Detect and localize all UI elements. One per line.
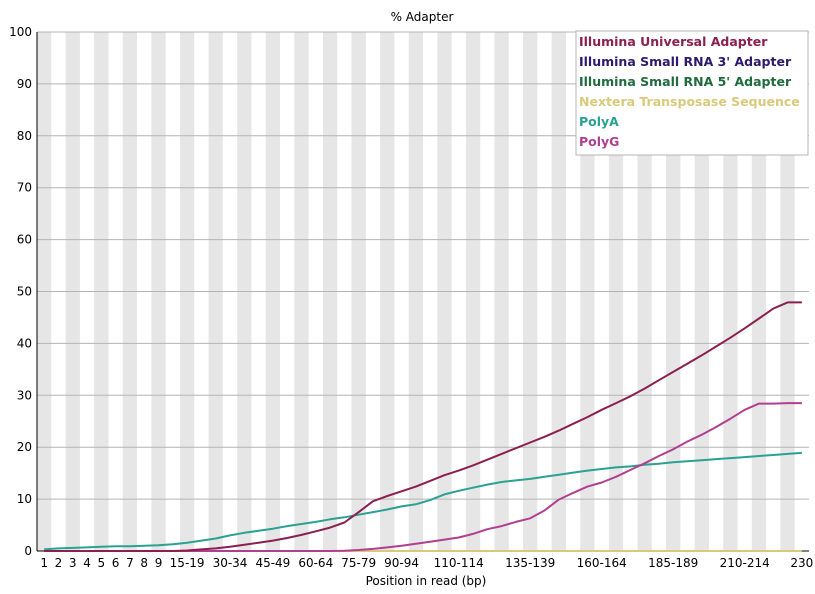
series-line-polya bbox=[44, 451, 802, 551]
y-axis-tick-labels: 0 10 20 30 40 50 60 70 80 90 100 bbox=[9, 25, 32, 558]
x-tick-label: 8 bbox=[140, 556, 148, 570]
x-tick-label: 30-34 bbox=[213, 556, 248, 570]
x-axis-title: Position in read (bp) bbox=[366, 574, 487, 588]
x-tick-label: 4 bbox=[83, 556, 91, 570]
x-tick-label: 6 bbox=[112, 556, 120, 570]
x-tick-label: 90-94 bbox=[384, 556, 419, 570]
y-tick-label: 0 bbox=[24, 544, 32, 558]
legend-entry: PolyG bbox=[579, 134, 619, 149]
y-tick-label: 80 bbox=[17, 129, 32, 143]
series-lines bbox=[44, 301, 802, 552]
x-tick-label: 60-64 bbox=[298, 556, 333, 570]
legend-entry: Illumina Small RNA 3' Adapter bbox=[579, 54, 792, 69]
x-tick-label: 160-164 bbox=[577, 556, 627, 570]
y-tick-label: 100 bbox=[9, 25, 32, 39]
legend-entry: Nextera Transposase Sequence bbox=[579, 94, 800, 109]
x-tick-label: 185-189 bbox=[648, 556, 698, 570]
y-tick-label: 70 bbox=[17, 181, 32, 195]
x-tick-label: 2 bbox=[55, 556, 63, 570]
y-tick-label: 50 bbox=[17, 285, 32, 299]
legend-entry: Illumina Universal Adapter bbox=[579, 34, 768, 49]
x-tick-label: 9 bbox=[155, 556, 163, 570]
x-tick-label: 210-214 bbox=[720, 556, 770, 570]
x-tick-label: 3 bbox=[69, 556, 77, 570]
x-tick-label: 7 bbox=[126, 556, 134, 570]
legend-entry: PolyA bbox=[579, 114, 619, 129]
y-tick-label: 20 bbox=[17, 440, 32, 454]
y-tick-label: 30 bbox=[17, 388, 32, 402]
legend-box bbox=[575, 30, 809, 156]
x-tick-label: 15-19 bbox=[170, 556, 205, 570]
legend: Illumina Universal Adapter Illumina Small… bbox=[575, 30, 809, 156]
y-tick-label: 40 bbox=[17, 336, 32, 350]
x-tick-label: 75-79 bbox=[341, 556, 376, 570]
series-line-illumina-universal-adapter bbox=[44, 301, 802, 552]
legend-entry: Illumina Small RNA 5' Adapter bbox=[579, 74, 792, 89]
x-tick-label: 135-139 bbox=[505, 556, 555, 570]
y-tick-label: 60 bbox=[17, 233, 32, 247]
y-tick-label: 90 bbox=[17, 77, 32, 91]
chart-title: % Adapter bbox=[391, 10, 454, 24]
x-tick-label: 45-49 bbox=[255, 556, 290, 570]
y-tick-label: 10 bbox=[17, 492, 32, 506]
x-tick-label: 110-114 bbox=[434, 556, 484, 570]
x-tick-label: 1 bbox=[40, 556, 48, 570]
x-axis-tick-labels: 1 2 3 4 5 6 7 8 9 15-19 30-34 45-49 60-64 75-79 90-94 1… bbox=[40, 556, 813, 570]
x-tick-label: 230 bbox=[790, 556, 813, 570]
x-tick-label: 5 bbox=[98, 556, 106, 570]
